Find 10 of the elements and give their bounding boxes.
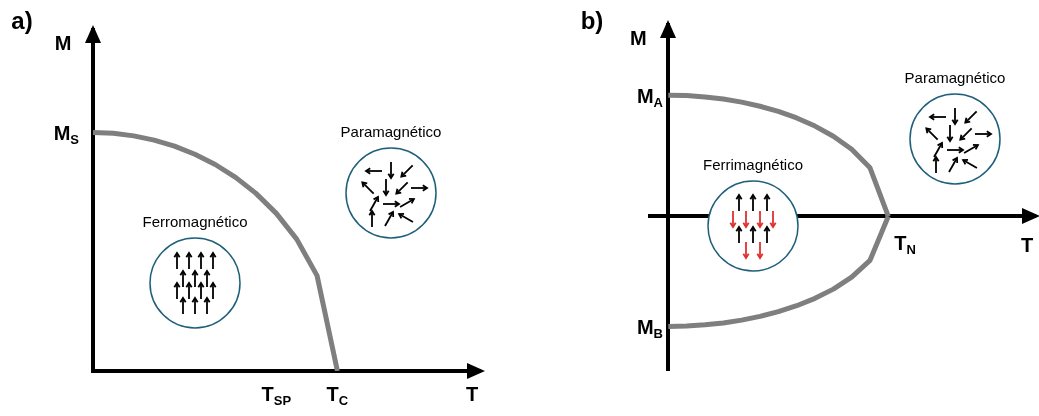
annotation: Paramagnético: [340, 123, 442, 140]
annotation: Ferromagnético: [142, 213, 248, 230]
chart-title: a): [11, 6, 33, 34]
text: Paramagnético: [904, 69, 1006, 86]
annotation: Ferrimagnético: [702, 156, 804, 173]
x-axis-title: T: [1020, 233, 1034, 256]
chart-title: b): [580, 6, 604, 34]
x-axis-title: T: [465, 382, 479, 405]
y-axis-title: M: [630, 26, 647, 49]
y-axis-title: M: [54, 31, 72, 54]
